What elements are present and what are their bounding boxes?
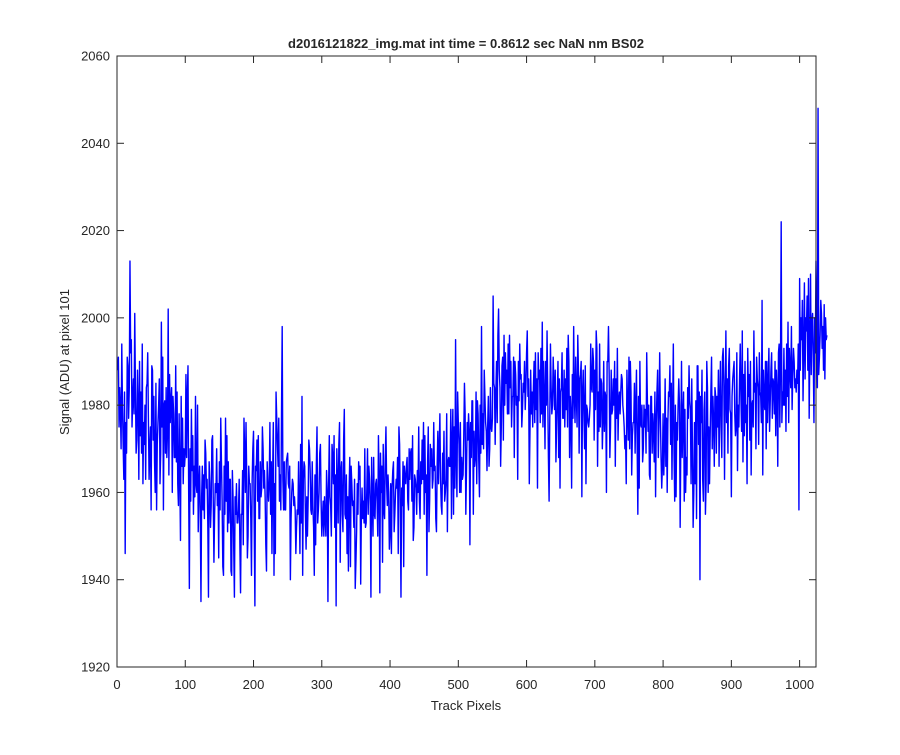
chart-title: d2016121822_img.mat int time = 0.8612 se… — [288, 36, 644, 51]
series-layer — [116, 107, 828, 607]
y-tick-label: 1960 — [81, 485, 110, 500]
y-tick-label: 1920 — [81, 660, 110, 675]
x-axis-label: Track Pixels — [431, 698, 502, 713]
y-tick-label: 1980 — [81, 398, 110, 413]
x-tick-label: 800 — [652, 677, 674, 692]
series-line-0 — [116, 107, 828, 607]
x-axis-ticks: 0 100 200 300 400 500 600 700 800 900 1000 — [113, 56, 814, 692]
x-tick-label: 900 — [721, 677, 743, 692]
y-tick-label: 2040 — [81, 136, 110, 151]
y-tick-label: 2000 — [81, 310, 110, 325]
x-tick-label: 600 — [516, 677, 538, 692]
y-axis-label: Signal (ADU) at pixel 101 — [57, 289, 72, 435]
x-tick-label: 100 — [174, 677, 196, 692]
y-tick-label: 2020 — [81, 223, 110, 238]
x-tick-label: 200 — [243, 677, 265, 692]
x-tick-label: 1000 — [785, 677, 814, 692]
x-tick-label: 500 — [447, 677, 469, 692]
x-tick-label: 700 — [584, 677, 606, 692]
plot-box — [116, 55, 817, 668]
y-axis-ticks: 1920 1940 1960 1980 2000 2020 2040 2060 — [81, 49, 816, 675]
x-tick-label: 400 — [379, 677, 401, 692]
y-tick-label: 2060 — [81, 49, 110, 64]
x-tick-label: 0 — [113, 677, 120, 692]
y-tick-label: 1940 — [81, 572, 110, 587]
x-tick-label: 300 — [311, 677, 333, 692]
